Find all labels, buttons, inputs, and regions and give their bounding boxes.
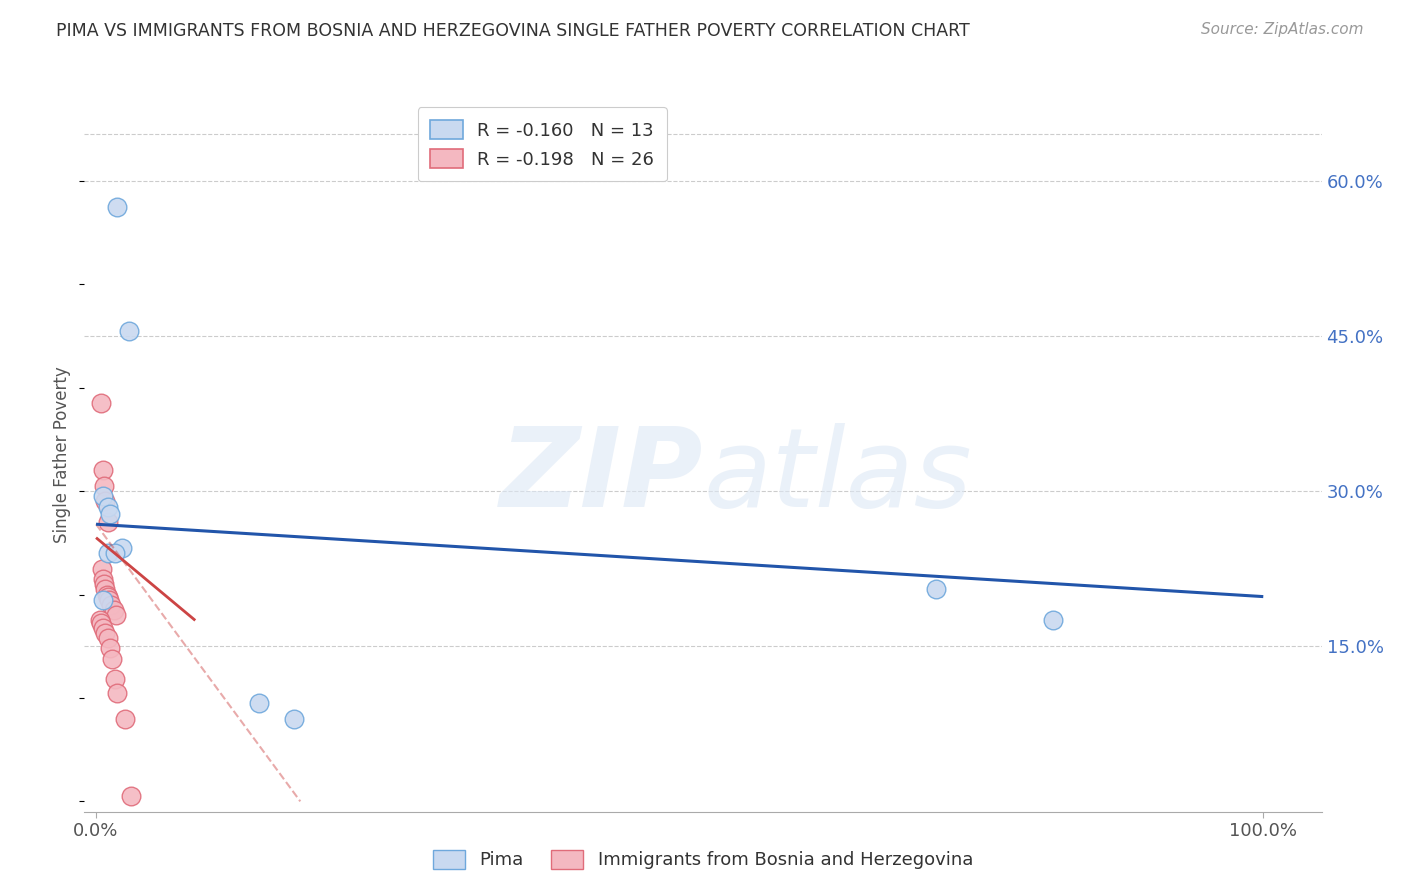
Point [94, 625, 117, 640]
Point [91, 621, 114, 635]
Point [98, 641, 121, 656]
Point [98, 507, 121, 521]
Point [91, 572, 114, 586]
Point [91, 489, 114, 503]
Point [90, 616, 112, 631]
Y-axis label: Single Father Poverty: Single Father Poverty [53, 367, 72, 543]
Point [925, 582, 948, 597]
Point [91, 592, 114, 607]
Point [249, 696, 271, 710]
Point [118, 324, 141, 338]
Point [105, 200, 128, 214]
Point [104, 673, 127, 687]
Point [103, 603, 125, 617]
Point [94, 582, 117, 597]
Text: PIMA VS IMMIGRANTS FROM BOSNIA AND HERZEGOVINA SINGLE FATHER POVERTY CORRELATION: PIMA VS IMMIGRANTS FROM BOSNIA AND HERZE… [56, 22, 970, 40]
Point [94, 494, 117, 508]
Point [96, 588, 118, 602]
Point [97, 590, 120, 604]
Point [91, 463, 114, 477]
Point [97, 500, 120, 514]
Point [90, 562, 112, 576]
Text: Source: ZipAtlas.com: Source: ZipAtlas.com [1201, 22, 1364, 37]
Point [104, 546, 127, 560]
Point [104, 608, 127, 623]
Point [101, 651, 124, 665]
Point [97, 546, 120, 560]
Point [120, 789, 142, 804]
Point [90, 396, 112, 410]
Point [1042, 614, 1064, 628]
Point [111, 541, 134, 555]
Text: ZIP: ZIP [499, 423, 703, 530]
Point [100, 598, 122, 612]
Text: atlas: atlas [703, 423, 972, 530]
Legend: Pima, Immigrants from Bosnia and Herzegovina: Pima, Immigrants from Bosnia and Herzego… [423, 841, 983, 879]
Point [93, 479, 115, 493]
Point [105, 686, 128, 700]
Point [114, 712, 136, 726]
Point [97, 515, 120, 529]
Legend: R = -0.160   N = 13, R = -0.198   N = 26: R = -0.160 N = 13, R = -0.198 N = 26 [418, 107, 666, 181]
Point [89, 614, 111, 628]
Point [97, 631, 120, 645]
Point [93, 577, 115, 591]
Point [283, 712, 305, 726]
Point [97, 592, 120, 607]
